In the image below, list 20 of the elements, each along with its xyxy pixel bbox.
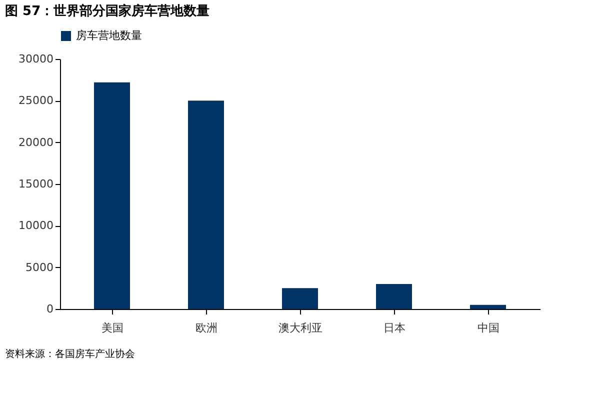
y-tick-label: 20000 (18, 136, 54, 149)
y-tick-label: 0 (46, 302, 54, 316)
x-tick-label: 美国 (102, 322, 124, 334)
x-tick-label: 日本 (384, 322, 406, 334)
bar (376, 284, 412, 309)
y-tick-label: 25000 (18, 94, 54, 108)
y-tick-label: 10000 (18, 219, 54, 232)
x-tick-label: 澳大利亚 (278, 322, 322, 334)
y-tick-label: 5000 (26, 260, 54, 274)
legend-label: 房车营地数量 (76, 29, 142, 42)
text: 资料来源：各国房车产业协会 (5, 348, 135, 360)
y-tick-label: 15000 (18, 178, 54, 190)
x-tick-label: 中国 (478, 322, 500, 334)
x-tick-label: 欧洲 (196, 322, 218, 334)
bar (282, 288, 318, 309)
y-tick-label: 30000 (18, 52, 54, 66)
bar (470, 304, 506, 309)
bar (188, 100, 224, 309)
chart-title: 图 57：世界部分国家房车营地数量 (5, 3, 210, 19)
bar (94, 82, 130, 309)
